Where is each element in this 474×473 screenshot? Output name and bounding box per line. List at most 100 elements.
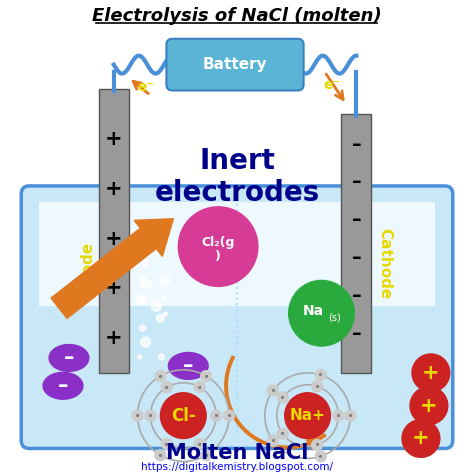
Circle shape [178, 207, 258, 286]
Circle shape [155, 370, 166, 382]
Circle shape [160, 237, 166, 244]
Circle shape [155, 450, 166, 461]
Bar [99, 89, 128, 373]
Text: Battery: Battery [203, 57, 267, 72]
Text: e: e [159, 374, 162, 378]
Circle shape [125, 276, 131, 282]
Text: +: + [420, 396, 438, 416]
Circle shape [333, 410, 344, 421]
Text: e: e [228, 413, 231, 418]
Text: e: e [315, 384, 319, 389]
Circle shape [410, 387, 448, 425]
Text: e: e [319, 454, 322, 459]
Circle shape [141, 275, 146, 281]
Text: +: + [105, 129, 122, 149]
Text: e: e [271, 388, 275, 393]
Text: e: e [281, 395, 284, 400]
FancyBboxPatch shape [166, 39, 304, 90]
Circle shape [163, 295, 166, 299]
Circle shape [201, 450, 212, 461]
Circle shape [125, 230, 133, 237]
Text: e⁻: e⁻ [323, 78, 340, 91]
Text: –: – [352, 210, 361, 229]
Text: e: e [204, 374, 208, 378]
Circle shape [277, 392, 288, 403]
Text: e: e [315, 442, 319, 447]
Circle shape [139, 280, 146, 286]
Text: e: e [271, 438, 275, 443]
Text: e: e [281, 431, 284, 436]
Circle shape [289, 280, 355, 346]
Bar [341, 114, 371, 373]
Text: e: e [319, 372, 322, 377]
Text: e: e [136, 413, 139, 418]
Circle shape [194, 438, 205, 449]
Circle shape [139, 325, 146, 331]
Text: e: e [198, 441, 201, 447]
Text: Inert
electrodes: Inert electrodes [155, 147, 319, 207]
Text: e⁻: e⁻ [137, 80, 154, 95]
Circle shape [156, 314, 164, 322]
Text: https://digitalkemistry.blogspot.com/: https://digitalkemistry.blogspot.com/ [141, 462, 333, 473]
Text: +: + [105, 328, 122, 348]
Text: e: e [198, 385, 201, 390]
Text: Molten NaCl: Molten NaCl [166, 443, 308, 464]
Text: Na+: Na+ [290, 408, 326, 423]
Circle shape [121, 272, 128, 280]
Text: +: + [105, 179, 122, 199]
Circle shape [311, 381, 323, 392]
FancyBboxPatch shape [21, 186, 453, 448]
Circle shape [160, 275, 170, 285]
Text: +: + [412, 429, 430, 448]
Text: Cl-: Cl- [171, 407, 196, 425]
Circle shape [201, 370, 212, 382]
Text: (s): (s) [328, 312, 341, 322]
Circle shape [311, 439, 323, 450]
Circle shape [277, 428, 288, 439]
Circle shape [141, 337, 150, 347]
Text: –: – [352, 173, 361, 192]
Text: e: e [214, 413, 218, 418]
Text: ): ) [215, 250, 221, 263]
Circle shape [133, 232, 138, 237]
Text: +: + [105, 278, 122, 298]
Ellipse shape [168, 352, 208, 379]
Circle shape [152, 301, 162, 311]
Circle shape [162, 438, 173, 449]
Text: +: + [105, 228, 122, 249]
Circle shape [164, 312, 167, 316]
Circle shape [160, 393, 206, 438]
Circle shape [315, 369, 326, 380]
Text: –: – [64, 348, 74, 368]
Circle shape [194, 382, 205, 393]
Text: Na: Na [303, 304, 324, 318]
Circle shape [138, 294, 146, 302]
Text: –: – [58, 376, 68, 396]
Text: e: e [337, 413, 340, 418]
Circle shape [224, 410, 235, 421]
Text: e: e [204, 453, 208, 458]
Circle shape [315, 451, 326, 462]
Circle shape [267, 385, 279, 396]
Text: Electrolysis of NaCl (molten): Electrolysis of NaCl (molten) [92, 7, 382, 25]
Text: e: e [165, 385, 169, 390]
Circle shape [118, 304, 128, 314]
Text: –: – [352, 135, 361, 154]
Circle shape [162, 382, 173, 393]
Circle shape [137, 355, 142, 359]
Text: e: e [159, 453, 162, 458]
Text: –: – [183, 356, 193, 376]
Circle shape [132, 410, 143, 421]
Circle shape [143, 261, 148, 266]
Circle shape [267, 435, 279, 446]
Circle shape [412, 354, 450, 392]
Text: Anode: Anode [82, 241, 96, 296]
Text: Cathode: Cathode [378, 228, 392, 299]
Text: e: e [149, 413, 152, 418]
Ellipse shape [49, 344, 89, 371]
Circle shape [402, 420, 440, 457]
Circle shape [158, 354, 164, 360]
FancyArrow shape [51, 219, 173, 318]
Text: –: – [352, 286, 361, 305]
Text: +: + [422, 363, 440, 383]
